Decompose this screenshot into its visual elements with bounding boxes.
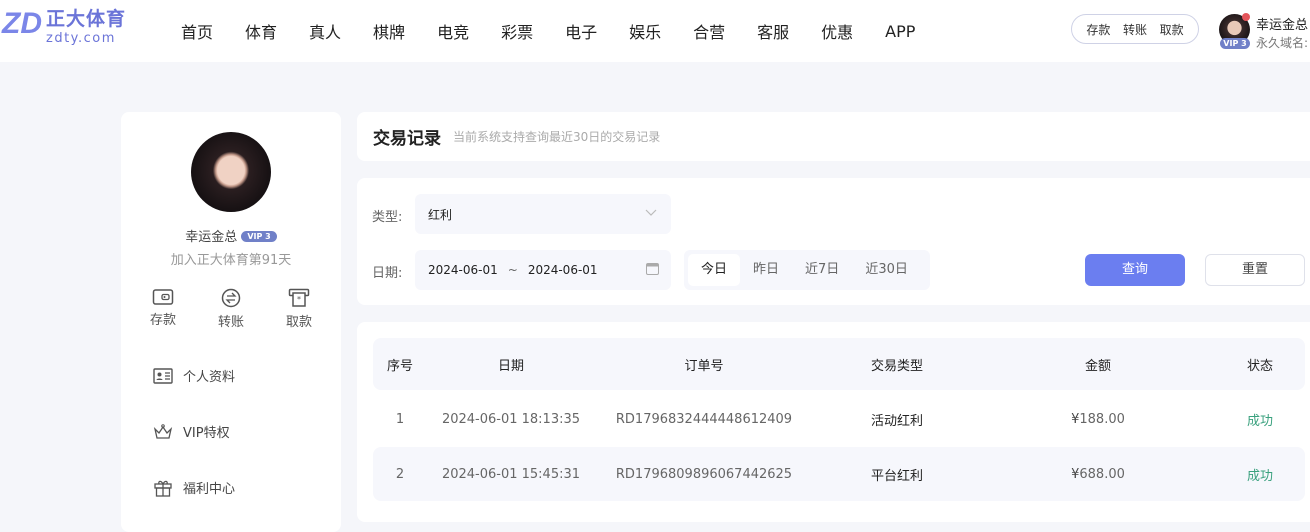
transactions-table: 序号 日期 订单号 交易类型 金额 状态 1 2024-06-01 18:13:… <box>357 322 1310 522</box>
deposit-button[interactable]: 存款 <box>138 288 188 330</box>
table-header: 序号 日期 订单号 交易类型 金额 状态 <box>373 338 1305 390</box>
tab-today[interactable]: 今日 <box>688 254 741 286</box>
crown-icon <box>153 423 173 439</box>
deposit-link[interactable]: 存款 <box>1086 22 1111 37</box>
type-label: 类型: <box>372 210 403 225</box>
nav-item[interactable]: 电竞 <box>437 23 470 42</box>
nav-item[interactable]: APP <box>885 21 916 41</box>
header-username[interactable]: 幸运金总 <box>1256 18 1309 33</box>
id-card-icon <box>153 367 173 384</box>
joined-days: 加入正大体育第91天 <box>170 253 292 268</box>
tab-7-days[interactable]: 近7日 <box>805 262 840 277</box>
top-header: ZD 正大体育 zdty.com 首页 体育 真人 棋牌 电竞 彩票 电子 娱乐… <box>0 0 1310 62</box>
withdraw-link[interactable]: 取款 <box>1159 22 1184 37</box>
wallet-icon <box>152 289 174 305</box>
main-nav: 首页 体育 真人 棋牌 电竞 彩票 电子 娱乐 合营 客服 优惠 APP <box>165 0 931 62</box>
table-row: 2 2024-06-01 15:45:31 RD1796809896067442… <box>373 447 1305 501</box>
table-row: 1 2024-06-01 18:13:35 RD1796832444448612… <box>373 392 1305 446</box>
tab-30-days[interactable]: 近30日 <box>865 262 908 277</box>
nav-item[interactable]: 彩票 <box>501 23 534 42</box>
notification-dot <box>1242 13 1250 21</box>
sidebar-username: 幸运金总 <box>185 230 238 245</box>
page-title: 交易记录 <box>373 129 441 149</box>
nav-item[interactable]: 棋牌 <box>373 23 406 42</box>
tab-yesterday[interactable]: 昨日 <box>753 262 780 277</box>
calendar-icon <box>646 263 659 275</box>
column-header: 状态 <box>1246 358 1273 374</box>
reset-button[interactable]: 重置 <box>1205 254 1305 286</box>
type-select[interactable]: 红利 <box>415 194 671 234</box>
transfer-link[interactable]: 转账 <box>1122 22 1147 37</box>
quick-actions: 存款 转账 取款 <box>1071 14 1199 44</box>
chevron-down-icon <box>645 209 657 216</box>
page-header: 交易记录 当前系统支持查询最近30日的交易记录 <box>357 112 1310 161</box>
nav-item[interactable]: 合营 <box>693 23 726 42</box>
nav-item[interactable]: 客服 <box>757 23 790 42</box>
column-header: 金额 <box>1084 358 1111 374</box>
status-badge: 成功 <box>1246 413 1273 429</box>
nav-item[interactable]: 优惠 <box>821 23 854 42</box>
logo-mark: ZD <box>2 6 42 40</box>
transfer-icon <box>221 288 241 308</box>
brand-name: 正大体育 <box>46 8 127 30</box>
avatar <box>191 132 271 212</box>
nav-item[interactable]: 真人 <box>309 23 342 42</box>
svg-text:*: * <box>297 295 301 304</box>
date-range-input[interactable]: 2024-06-01 ~ 2024-06-01 <box>415 250 671 290</box>
sidebar-item-welfare[interactable]: 福利中心 <box>153 478 235 497</box>
column-header: 序号 <box>386 358 413 374</box>
gift-icon <box>154 480 172 497</box>
page-subtitle: 当前系统支持查询最近30日的交易记录 <box>453 130 661 144</box>
nav-item[interactable]: 首页 <box>181 23 214 42</box>
column-header: 订单号 <box>684 358 724 374</box>
quick-date-tabs: 今日 昨日 近7日 近30日 <box>684 250 930 290</box>
sidebar: 幸运金总 VIP 3 加入正大体育第91天 存款 转账 * 取款 个人资料 VIP… <box>121 112 341 532</box>
query-button[interactable]: 查询 <box>1085 254 1185 286</box>
transfer-button[interactable]: 转账 <box>206 288 256 330</box>
nav-item[interactable]: 体育 <box>245 23 278 42</box>
vip-badge: VIP 3 <box>1220 38 1250 49</box>
status-badge: 成功 <box>1246 468 1273 484</box>
date-label: 日期: <box>372 266 403 281</box>
sidebar-item-profile[interactable]: 个人资料 <box>153 366 235 385</box>
filter-panel: 类型: 红利 日期: 2024-06-01 ~ 2024-06-01 今日 昨日… <box>357 178 1310 305</box>
withdraw-button[interactable]: * 取款 <box>274 288 324 330</box>
vip-badge: VIP 3 <box>241 231 277 242</box>
column-header: 交易类型 <box>870 358 923 374</box>
withdraw-icon: * <box>288 288 310 307</box>
nav-item[interactable]: 电子 <box>565 23 598 42</box>
sidebar-item-vip[interactable]: VIP特权 <box>153 422 230 441</box>
logo[interactable]: ZD 正大体育 zdty.com <box>2 6 127 46</box>
domain-label: 永久域名: <box>1256 36 1309 50</box>
column-header: 日期 <box>497 358 524 374</box>
nav-item[interactable]: 娱乐 <box>629 23 662 42</box>
brand-domain: zdty.com <box>46 31 116 46</box>
